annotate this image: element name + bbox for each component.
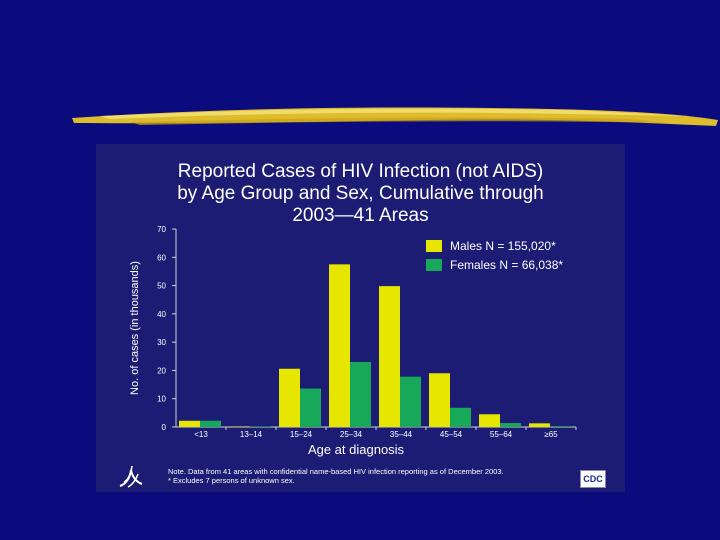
x-tick-label: 35–44 (390, 430, 413, 439)
brush-stroke-divider (72, 107, 718, 126)
y-tick-label: 50 (157, 282, 166, 291)
x-tick-label: ≥65 (544, 430, 558, 439)
bar-females (300, 388, 321, 427)
x-tick-label: <13 (194, 430, 208, 439)
chart-footnote: * Excludes 7 persons of unknown sex. (168, 476, 295, 485)
bar-males (279, 368, 300, 427)
bar-females (250, 426, 271, 427)
bar-females (500, 423, 521, 427)
y-tick-label: 60 (157, 253, 166, 262)
bar-males (479, 414, 500, 427)
x-tick-label: 25–34 (340, 430, 363, 439)
x-tick-label: 13–14 (240, 430, 263, 439)
hhs-eagle-icon (119, 465, 143, 488)
chart-panel: Reported Cases of HIV Infection (not AID… (96, 144, 625, 492)
y-tick-label: 10 (157, 395, 166, 404)
y-axis-label: No. of cases (in thousands) (129, 261, 141, 395)
bar-males (529, 423, 550, 427)
y-tick-label: 40 (157, 310, 166, 319)
x-tick-label: 55–64 (490, 430, 513, 439)
bar-chart: 0 10 20 30 40 50 60 70 <13 13–14 15–24 25–34 35–44 45… (129, 225, 577, 457)
x-tick-label: 15–24 (290, 430, 313, 439)
bar-males (429, 373, 450, 427)
y-tick-label: 0 (162, 423, 167, 432)
legend-swatch-females (426, 259, 442, 271)
y-tick-label: 30 (157, 338, 166, 347)
chart-title-line-1: Reported Cases of HIV Infection (not AID… (177, 161, 544, 182)
x-axis-label: Age at diagnosis (308, 442, 405, 457)
x-tick-label: 45–54 (440, 430, 463, 439)
chart-title-line-3: 2003—41 Areas (292, 205, 429, 226)
chart-title-line-2: by Age Group and Sex, Cumulative through (177, 183, 544, 204)
legend-label-females: Females N = 66,038* (450, 258, 563, 272)
y-tick-label: 20 (157, 366, 166, 375)
legend-swatch-males (426, 240, 442, 252)
bar-males (329, 264, 350, 427)
bar-females (450, 407, 471, 427)
bar-females (200, 420, 221, 427)
y-tick-label: 70 (157, 225, 166, 234)
bar-females (350, 361, 371, 427)
bar-males (379, 286, 400, 427)
bar-males (229, 426, 250, 427)
cdc-logo: CDC (580, 470, 606, 488)
bar-males (179, 420, 200, 427)
bar-females (550, 426, 571, 427)
chart-note: Note. Data from 41 areas with confidenti… (168, 467, 504, 476)
legend-label-males: Males N = 155,020* (450, 239, 556, 253)
bar-females (400, 376, 421, 427)
